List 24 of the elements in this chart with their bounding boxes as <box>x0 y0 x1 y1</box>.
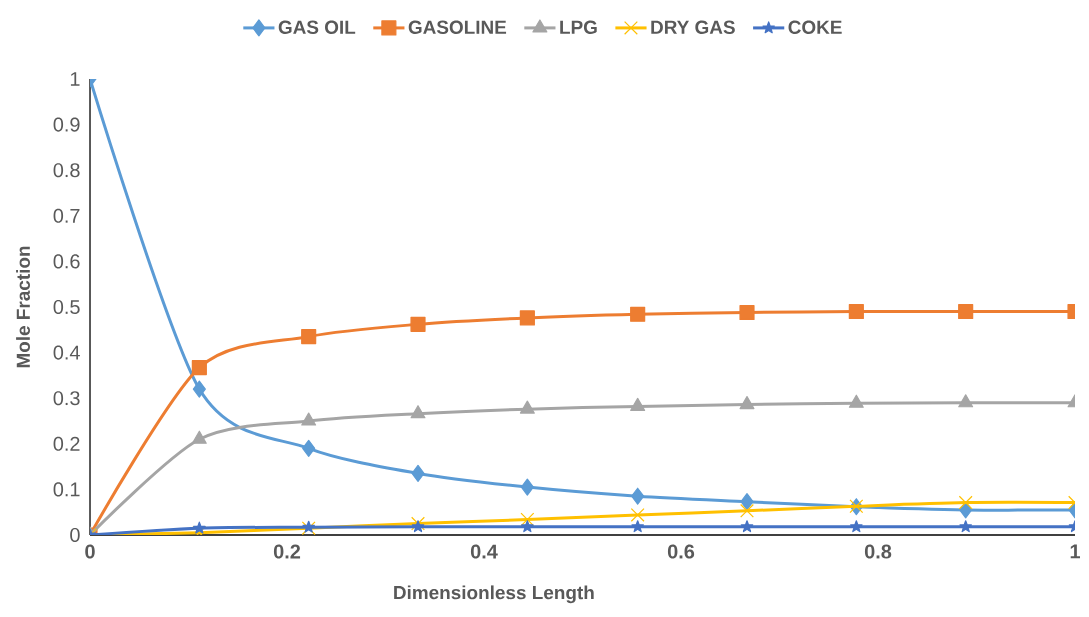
x-tick-label: 0 <box>85 544 95 559</box>
y-tick-label: 0.6 <box>53 254 80 269</box>
y-tick-label: 1 <box>70 72 80 86</box>
y-tick-label: 0 <box>70 527 80 543</box>
x-tick-label: 0.4 <box>470 544 498 559</box>
x-tick-label: 0.6 <box>667 544 695 559</box>
y-tick-label: 0.2 <box>53 436 80 451</box>
y-tick-label: 0.8 <box>53 163 80 178</box>
x-axis-title: Dimensionless Length <box>394 585 594 604</box>
x-tick-label: 0.8 <box>864 544 892 559</box>
y-tick-label: 0.5 <box>53 299 80 315</box>
x-tick-label: 0.2 <box>273 544 301 559</box>
x-tick-label: 1 <box>1070 544 1080 559</box>
y-axis-title: Mole Fraction <box>16 246 30 368</box>
y-tick-label: 0.7 <box>53 208 80 223</box>
legend-label: GASOLINE <box>408 20 507 34</box>
y-tick-label: 0.1 <box>53 482 80 497</box>
legend-label: GAS OIL <box>278 20 356 34</box>
legend-label: DRY GAS <box>651 20 735 34</box>
y-tick-label: 0.4 <box>53 345 80 360</box>
legend-label: COKE <box>788 20 842 34</box>
y-tick-label: 0.9 <box>53 117 80 132</box>
legend-label: LPG <box>560 20 597 34</box>
y-tick-label: 0.3 <box>53 391 80 406</box>
